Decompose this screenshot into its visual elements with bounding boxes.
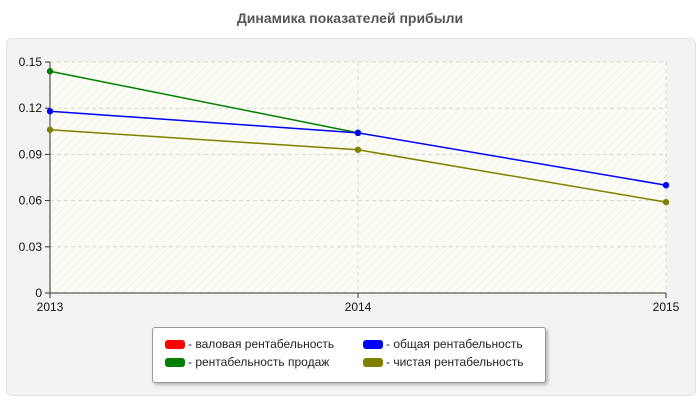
legend-swatch-green	[165, 357, 185, 367]
x-tick-label: 2013	[37, 300, 64, 314]
legend-item-gross[interactable]: - валовая рентабельность	[165, 337, 334, 351]
grid-lines	[50, 61, 667, 293]
axes	[45, 61, 667, 298]
chart-title: Динамика показателей прибыли	[236, 10, 464, 26]
legend-label: - валовая рентабельность	[188, 337, 335, 351]
legend-swatch-red	[165, 339, 185, 349]
series-line	[49, 70, 359, 134]
legend-item-total[interactable]: - общая рентабельность	[363, 337, 523, 351]
legend-label: - рентабельность продаж	[188, 355, 330, 369]
x-tick-label: 2015	[653, 300, 680, 314]
legend-item-sales[interactable]: - рентабельность продаж	[165, 355, 329, 369]
y-tick-label: 0.06	[19, 194, 43, 208]
legend: - валовая рентабельность - общая рентабе…	[152, 327, 546, 383]
data-point[interactable]	[354, 146, 362, 153]
data-point[interactable]	[46, 68, 54, 75]
data-point[interactable]	[662, 182, 670, 189]
data-point[interactable]	[662, 198, 670, 206]
legend-swatch-olive	[363, 357, 383, 367]
legend-swatch-blue	[363, 339, 383, 349]
y-tick-label: 0	[35, 286, 42, 300]
data-point[interactable]	[46, 108, 54, 115]
tick-labels: 0 0.03 0.06 0.09 0.12 0.15 2013 2014 2015	[19, 55, 680, 314]
y-tick-label: 0.12	[19, 101, 43, 115]
y-tick-label: 0.03	[19, 240, 43, 254]
y-tick-label: 0.15	[19, 55, 43, 69]
legend-item-net[interactable]: - чистая рентабельность	[363, 355, 523, 369]
y-tick-label: 0.09	[19, 147, 43, 161]
x-tick-label: 2014	[345, 300, 372, 314]
legend-label: - общая рентабельность	[386, 337, 523, 351]
data-point[interactable]	[354, 129, 362, 137]
series-lines	[46, 68, 670, 206]
data-point[interactable]	[46, 126, 54, 133]
legend-label: - чистая рентабельность	[386, 355, 524, 369]
